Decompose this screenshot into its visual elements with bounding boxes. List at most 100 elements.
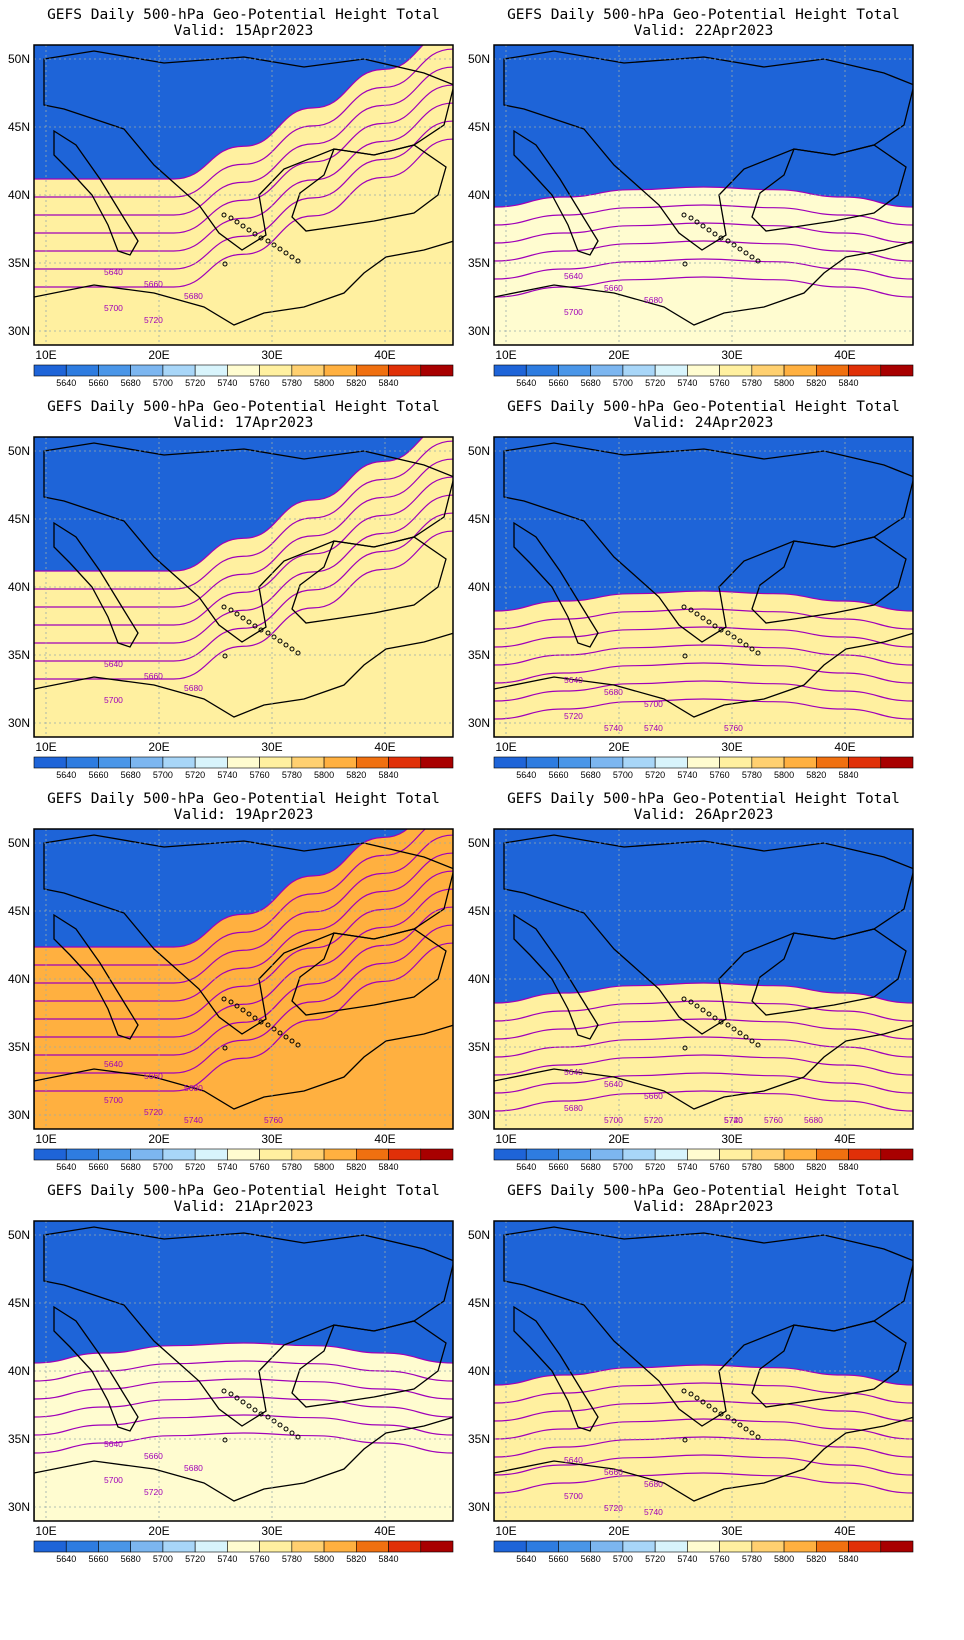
contour-label: 5640 — [564, 675, 583, 685]
height-contour — [34, 120, 453, 270]
island — [258, 1019, 264, 1025]
lon-tick-label: 40E — [834, 740, 855, 754]
lon-tick-label: 40E — [374, 1132, 395, 1146]
colorbar-label: 5760 — [250, 770, 270, 780]
colorbar-swatch — [880, 364, 914, 377]
panel-title: GEFS Daily 500-hPa Geo-Potential Height … — [507, 791, 900, 807]
colorbar-label: 5800 — [314, 1162, 334, 1172]
height-band — [494, 591, 913, 737]
island — [688, 215, 694, 221]
lat-tick-label: 40N — [8, 580, 30, 594]
lon-tick-label: 10E — [495, 1524, 516, 1538]
lat-tick-label: 40N — [468, 580, 490, 594]
contour-label: 5700 — [104, 1095, 123, 1105]
island — [228, 999, 234, 1005]
colorbar-swatch — [194, 364, 228, 377]
island — [228, 215, 234, 221]
lat-tick-label: 45N — [8, 512, 30, 526]
colorbar-label: 5640 — [516, 1162, 536, 1172]
height-contour — [494, 1072, 913, 1094]
contour-label: 5680 — [184, 1463, 203, 1473]
island — [712, 231, 718, 237]
island — [737, 1422, 743, 1428]
colorbar-swatch — [130, 756, 164, 769]
height-contour — [494, 1454, 913, 1476]
colorbar-label: 5800 — [774, 770, 794, 780]
colorbar-swatch — [356, 756, 389, 769]
island — [234, 1003, 240, 1009]
island — [743, 1034, 749, 1040]
colorbar-swatch — [98, 364, 131, 377]
lat-tick-label: 45N — [8, 120, 30, 134]
colorbar-label: 5840 — [379, 1162, 399, 1172]
island — [725, 238, 731, 244]
colorbar-label: 5660 — [88, 378, 108, 388]
colorbar-label: 5740 — [217, 770, 237, 780]
colorbar-swatch — [848, 756, 882, 769]
lon-tick-label: 30E — [721, 1132, 742, 1146]
island — [700, 223, 706, 229]
island — [289, 1430, 295, 1436]
colorbar-label: 5680 — [121, 1554, 141, 1564]
lon-tick-label: 10E — [35, 1132, 56, 1146]
colorbar-swatch — [65, 1540, 99, 1553]
colorbar-label: 5740 — [217, 378, 237, 388]
height-contour — [494, 1054, 913, 1076]
contour-label: 5680 — [184, 683, 203, 693]
contour-label: 5680 — [564, 1103, 583, 1113]
height-contour — [494, 1472, 913, 1494]
colorbar-swatch — [719, 364, 753, 377]
island — [749, 1038, 755, 1044]
panel-valid-date: Valid: 28Apr2023 — [634, 1199, 774, 1215]
island — [277, 1422, 283, 1428]
map-panel: GEFS Daily 500-hPa Geo-Potential Height … — [8, 7, 454, 388]
panel-valid-date: Valid: 21Apr2023 — [174, 1199, 314, 1215]
colorbar-swatch — [291, 756, 325, 769]
contour-label: 5660 — [144, 671, 163, 681]
colorbar-swatch — [751, 1540, 785, 1553]
colorbar-swatch — [323, 756, 357, 769]
lat-tick-label: 40N — [8, 972, 30, 986]
contour-label: 5680 — [804, 1115, 823, 1125]
island — [283, 250, 289, 256]
lon-tick-label: 30E — [721, 348, 742, 362]
colorbar-swatch — [65, 1148, 99, 1161]
colorbar-swatch — [848, 1148, 882, 1161]
contour-label: 5640 — [104, 659, 123, 669]
height-contour — [34, 45, 424, 180]
contour-label: 5720 — [604, 1503, 623, 1513]
height-contour — [494, 240, 913, 262]
colorbar-swatch — [783, 756, 817, 769]
colorbar-swatch — [388, 1540, 422, 1553]
island — [222, 1045, 228, 1051]
colorbar-label: 5780 — [742, 770, 762, 780]
contour-label: 5660 — [144, 1451, 163, 1461]
island — [718, 627, 724, 633]
height-contour — [494, 1036, 913, 1058]
colorbar-swatch — [420, 1540, 454, 1553]
colorbar-swatch — [98, 1540, 131, 1553]
colorbar-swatch — [162, 1540, 196, 1553]
island — [252, 231, 258, 237]
island — [755, 1042, 761, 1048]
height-contour — [494, 276, 913, 298]
height-contour — [494, 590, 913, 612]
colorbar-swatch — [880, 756, 914, 769]
island — [688, 607, 694, 613]
colorbar-swatch — [291, 1540, 325, 1553]
lat-tick-label: 35N — [8, 1040, 30, 1054]
island — [725, 1022, 731, 1028]
contour-label: 5640 — [564, 1455, 583, 1465]
island — [234, 219, 240, 225]
island — [258, 627, 264, 633]
colorbar-swatch — [525, 1148, 559, 1161]
contour-label: 5640 — [564, 271, 583, 281]
colorbar-swatch — [687, 756, 720, 769]
colorbar-swatch — [65, 364, 99, 377]
panel-valid-date: Valid: 15Apr2023 — [174, 23, 314, 39]
height-contour — [494, 1400, 913, 1422]
island — [743, 642, 749, 648]
colorbar-swatch — [227, 756, 260, 769]
panel-title: GEFS Daily 500-hPa Geo-Potential Height … — [47, 1183, 440, 1199]
